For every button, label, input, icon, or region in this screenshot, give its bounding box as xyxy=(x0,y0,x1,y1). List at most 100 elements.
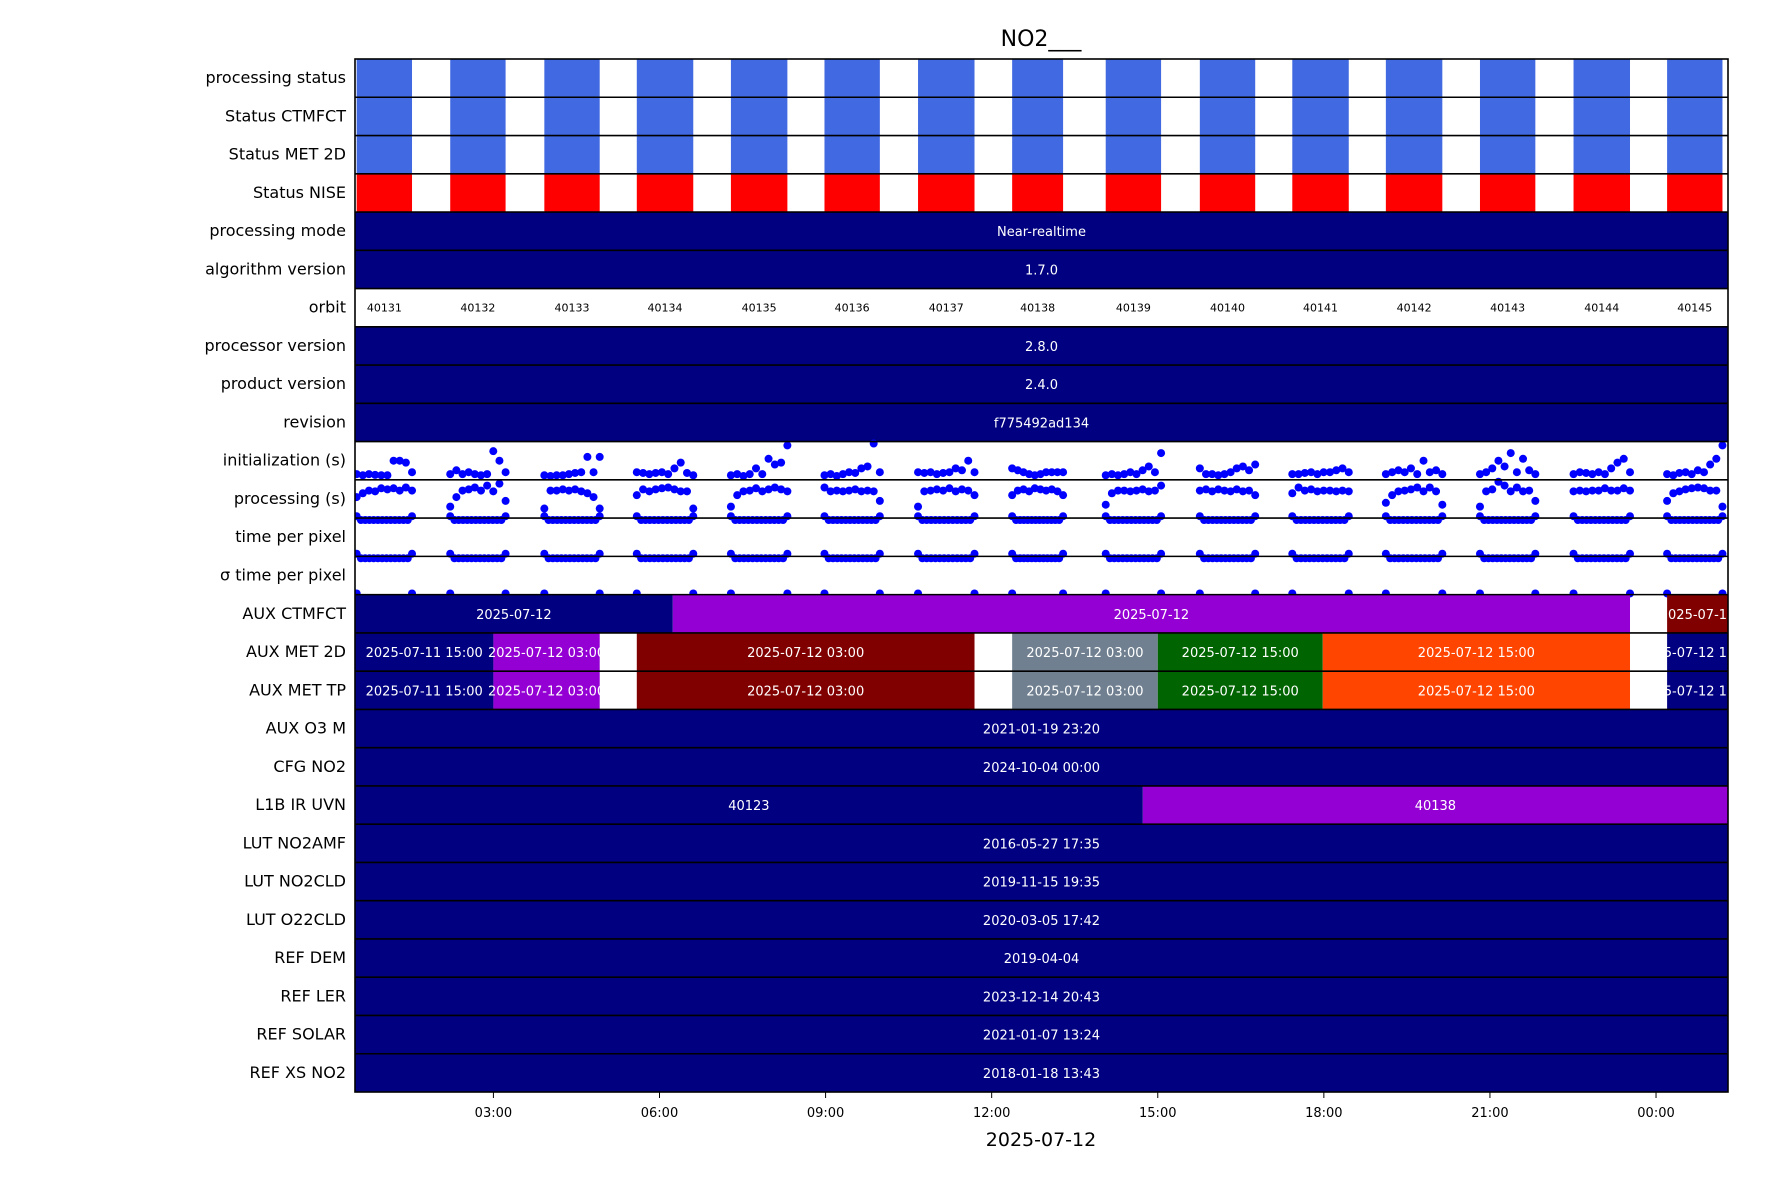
status-bar xyxy=(636,135,694,174)
data-point xyxy=(733,491,742,500)
data-point xyxy=(1300,486,1309,495)
data-point xyxy=(1053,487,1062,496)
data-point xyxy=(1120,486,1129,495)
data-point xyxy=(1519,487,1528,496)
data-point xyxy=(1251,491,1260,500)
data-point xyxy=(571,485,580,494)
segment-bar xyxy=(355,977,1728,1016)
data-point xyxy=(1494,456,1503,465)
status-bar xyxy=(1292,135,1349,174)
data-point xyxy=(664,483,673,492)
data-point xyxy=(1245,466,1254,475)
data-point xyxy=(1319,486,1328,495)
data-point xyxy=(1220,486,1229,495)
data-point xyxy=(1220,470,1229,479)
data-point xyxy=(1619,484,1628,493)
segment-bar xyxy=(1322,632,1631,672)
segment-label: 2025-07-12 15:00 xyxy=(1418,684,1535,699)
segment-bar xyxy=(1157,632,1323,672)
status-bar xyxy=(918,59,975,98)
data-point xyxy=(826,487,835,496)
data-point xyxy=(1582,468,1591,477)
data-point xyxy=(1307,485,1316,494)
x-tick-label: 21:00 xyxy=(1471,1106,1508,1121)
segment-label: 2021-01-07 13:24 xyxy=(983,1029,1100,1044)
status-bar xyxy=(918,97,975,136)
segment-label: 2016-05-27 17:35 xyxy=(983,837,1100,852)
data-point xyxy=(1332,487,1341,496)
data-point xyxy=(1055,554,1064,563)
data-point xyxy=(401,458,410,467)
segment-bar xyxy=(1667,671,1728,710)
data-point xyxy=(966,554,975,563)
segment-label: 2021-01-19 23:20 xyxy=(983,723,1100,738)
row-label: AUX CTMFCT xyxy=(242,604,346,623)
data-point xyxy=(1482,468,1491,477)
segment-label: 2025-07-12 03:00 xyxy=(747,684,864,699)
segment-bar xyxy=(493,671,600,710)
data-point xyxy=(783,487,792,496)
status-bar xyxy=(824,59,880,98)
status-bar xyxy=(1667,135,1723,174)
status-bar xyxy=(1667,97,1723,136)
status-bar xyxy=(1292,173,1349,213)
data-point xyxy=(939,468,948,477)
segment-label: 2023-12-14 20:43 xyxy=(983,990,1100,1005)
data-point xyxy=(470,470,479,479)
status-bar xyxy=(1573,59,1631,98)
data-point xyxy=(733,470,742,479)
data-point xyxy=(1512,468,1521,477)
status-bar xyxy=(356,97,413,136)
data-point xyxy=(1712,454,1721,463)
data-point xyxy=(1157,512,1166,521)
status-bar xyxy=(356,173,413,213)
data-point xyxy=(1500,462,1509,471)
data-point xyxy=(682,468,691,477)
segment-bar xyxy=(1012,632,1158,672)
data-point xyxy=(1512,483,1521,492)
x-tick-label: 00:00 xyxy=(1637,1106,1674,1121)
data-point xyxy=(951,487,960,496)
data-point xyxy=(845,486,854,495)
data-point xyxy=(783,441,792,450)
data-point xyxy=(964,456,973,465)
data-point xyxy=(470,483,479,492)
data-point xyxy=(1114,471,1123,480)
data-point xyxy=(1531,496,1540,505)
data-point xyxy=(1525,486,1534,495)
status-bar xyxy=(1292,97,1349,136)
orbit-label: 40139 xyxy=(1116,302,1151,315)
row-label: processing status xyxy=(206,68,346,87)
data-point xyxy=(770,460,779,469)
status-bar xyxy=(1385,135,1443,174)
data-point xyxy=(1700,484,1709,493)
status-bar xyxy=(1105,97,1162,136)
data-point xyxy=(583,489,592,498)
data-point xyxy=(1613,486,1622,495)
data-point xyxy=(1600,484,1609,493)
data-point xyxy=(676,458,685,467)
data-point xyxy=(1047,468,1056,477)
data-point xyxy=(1126,468,1135,477)
data-point xyxy=(1344,468,1353,477)
data-point xyxy=(970,468,979,477)
data-point xyxy=(1400,468,1409,477)
chart-title: NO2___ xyxy=(1001,27,1083,52)
status-bar xyxy=(730,59,788,98)
data-point xyxy=(1525,466,1534,475)
data-point xyxy=(670,464,679,473)
data-point xyxy=(851,485,860,494)
data-point xyxy=(832,486,841,495)
segment-label: 2019-04-04 xyxy=(1004,952,1080,967)
data-point xyxy=(764,454,773,463)
data-point xyxy=(501,468,510,477)
data-point xyxy=(1687,484,1696,493)
row-label: AUX MET 2D xyxy=(246,642,346,661)
data-point xyxy=(1008,491,1017,500)
segment-label: 2025-07-12 15:00 xyxy=(1182,646,1299,661)
status-bar xyxy=(450,97,506,136)
data-point xyxy=(1500,481,1509,490)
data-point xyxy=(558,485,567,494)
data-point xyxy=(820,483,829,492)
status-bar xyxy=(544,173,600,213)
